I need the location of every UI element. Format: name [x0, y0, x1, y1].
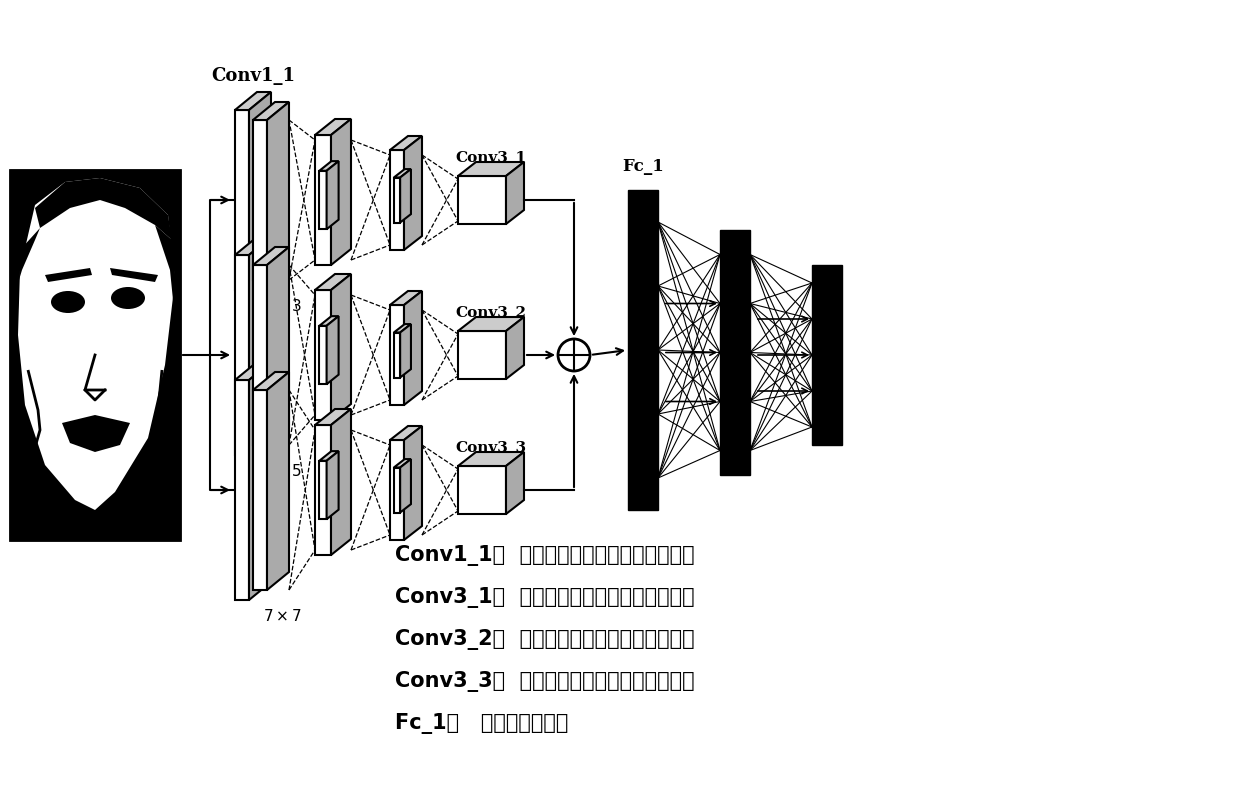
- Text: Conv3_3：  第三个网络分支的第三个卷积层: Conv3_3： 第三个网络分支的第三个卷积层: [395, 671, 695, 692]
- Polygon shape: [458, 331, 506, 379]
- Polygon shape: [331, 274, 351, 420]
- Ellipse shape: [51, 291, 85, 313]
- Text: $5\times5$: $5\times5$: [263, 463, 302, 479]
- Polygon shape: [327, 161, 338, 229]
- Polygon shape: [720, 230, 750, 475]
- Polygon shape: [253, 247, 289, 265]
- Text: $3\times3$: $3\times3$: [263, 298, 302, 314]
- Polygon shape: [315, 119, 351, 135]
- Polygon shape: [249, 92, 271, 290]
- Polygon shape: [327, 451, 338, 519]
- Polygon shape: [812, 265, 843, 445]
- Polygon shape: [458, 452, 524, 466]
- Polygon shape: [249, 237, 271, 455]
- Polygon shape: [315, 135, 331, 265]
- Polygon shape: [315, 274, 351, 290]
- Polygon shape: [315, 409, 351, 425]
- Polygon shape: [266, 372, 289, 590]
- Polygon shape: [404, 426, 422, 540]
- Text: Conv3_2: Conv3_2: [456, 305, 527, 319]
- Ellipse shape: [112, 287, 145, 309]
- Polygon shape: [390, 291, 422, 305]
- Polygon shape: [394, 324, 411, 332]
- Polygon shape: [506, 162, 524, 224]
- Polygon shape: [628, 190, 658, 510]
- Polygon shape: [235, 110, 249, 290]
- Polygon shape: [394, 332, 400, 378]
- Polygon shape: [253, 102, 289, 120]
- Polygon shape: [10, 228, 40, 520]
- Text: Conv3_1: Conv3_1: [456, 150, 527, 164]
- Polygon shape: [394, 177, 400, 222]
- Polygon shape: [320, 171, 327, 229]
- Polygon shape: [390, 136, 422, 150]
- Text: Conv3_1：  第一个网络分支的第三个卷积层: Conv3_1： 第一个网络分支的第三个卷积层: [395, 587, 695, 608]
- Polygon shape: [400, 324, 411, 378]
- Polygon shape: [390, 150, 404, 250]
- Text: Conv1_1：  第一个网络分支的第一个卷积层: Conv1_1： 第一个网络分支的第一个卷积层: [395, 545, 695, 566]
- Circle shape: [558, 339, 590, 371]
- Polygon shape: [320, 451, 338, 461]
- Polygon shape: [235, 362, 271, 380]
- Polygon shape: [394, 459, 411, 468]
- Polygon shape: [506, 452, 524, 514]
- Polygon shape: [266, 247, 289, 445]
- Polygon shape: [320, 326, 327, 384]
- Polygon shape: [315, 425, 331, 555]
- Polygon shape: [320, 316, 338, 326]
- Text: $7\times7$: $7\times7$: [263, 608, 302, 624]
- Polygon shape: [458, 317, 524, 331]
- Text: Conv3_2：  第二个网络分支的第三个卷积层: Conv3_2： 第二个网络分支的第三个卷积层: [395, 629, 695, 650]
- Polygon shape: [110, 268, 159, 282]
- Polygon shape: [331, 119, 351, 265]
- Polygon shape: [249, 362, 271, 600]
- Polygon shape: [235, 237, 271, 255]
- Polygon shape: [235, 255, 249, 455]
- Polygon shape: [35, 178, 172, 240]
- Polygon shape: [331, 409, 351, 555]
- Polygon shape: [45, 268, 92, 282]
- Text: Fc_1：   第一个全连接层: Fc_1： 第一个全连接层: [395, 713, 569, 734]
- Polygon shape: [404, 291, 422, 405]
- Polygon shape: [253, 265, 266, 445]
- Polygon shape: [394, 468, 400, 512]
- Polygon shape: [458, 162, 524, 176]
- Polygon shape: [458, 466, 506, 514]
- Polygon shape: [400, 459, 411, 512]
- Polygon shape: [266, 102, 289, 280]
- Polygon shape: [394, 169, 411, 177]
- Text: Fc_1: Fc_1: [622, 158, 664, 175]
- Text: Conv3_3: Conv3_3: [456, 440, 527, 454]
- Polygon shape: [235, 92, 271, 110]
- Polygon shape: [320, 161, 338, 171]
- Polygon shape: [390, 305, 404, 405]
- Polygon shape: [10, 170, 180, 540]
- Polygon shape: [390, 426, 422, 440]
- Polygon shape: [506, 317, 524, 379]
- Polygon shape: [390, 440, 404, 540]
- Polygon shape: [320, 461, 327, 519]
- Polygon shape: [404, 136, 422, 250]
- Text: Conv1_1: Conv1_1: [211, 67, 295, 85]
- Polygon shape: [253, 120, 266, 280]
- Polygon shape: [19, 178, 175, 510]
- Polygon shape: [253, 372, 289, 390]
- Polygon shape: [327, 316, 338, 384]
- Polygon shape: [62, 415, 130, 452]
- Polygon shape: [155, 225, 180, 530]
- Polygon shape: [315, 290, 331, 420]
- Polygon shape: [458, 176, 506, 224]
- Polygon shape: [235, 380, 249, 600]
- Polygon shape: [52, 500, 140, 538]
- Polygon shape: [253, 390, 266, 590]
- Polygon shape: [400, 169, 411, 222]
